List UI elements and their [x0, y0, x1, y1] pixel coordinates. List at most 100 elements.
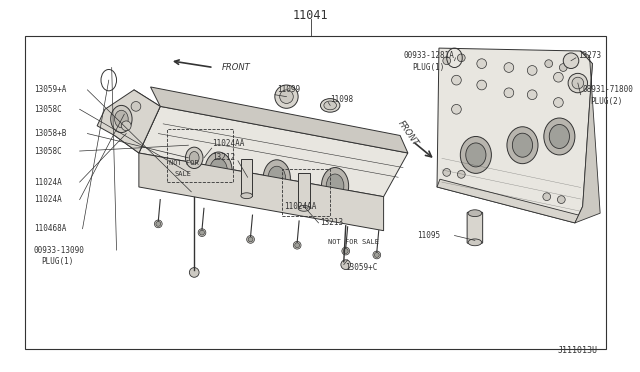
Circle shape: [156, 221, 161, 226]
Circle shape: [559, 64, 567, 71]
Ellipse shape: [111, 105, 132, 132]
Ellipse shape: [549, 125, 570, 148]
Ellipse shape: [326, 174, 344, 198]
Circle shape: [131, 102, 141, 111]
Text: 13058+B: 13058+B: [34, 129, 67, 138]
Ellipse shape: [468, 239, 482, 246]
Text: 11024AA: 11024AA: [285, 202, 317, 211]
Ellipse shape: [205, 152, 232, 189]
Circle shape: [200, 230, 204, 235]
Bar: [298, 173, 310, 208]
Ellipse shape: [263, 160, 291, 197]
Ellipse shape: [298, 205, 310, 211]
Ellipse shape: [321, 167, 349, 205]
Ellipse shape: [268, 166, 285, 190]
Text: 11099: 11099: [276, 85, 300, 94]
Circle shape: [527, 65, 537, 75]
Circle shape: [452, 75, 461, 85]
Ellipse shape: [210, 158, 227, 182]
Circle shape: [545, 60, 552, 68]
Ellipse shape: [507, 127, 538, 164]
Polygon shape: [437, 179, 579, 223]
Circle shape: [122, 121, 131, 131]
Text: 13273: 13273: [578, 51, 601, 60]
Text: 11024AA: 11024AA: [212, 139, 244, 148]
Ellipse shape: [189, 151, 199, 164]
Text: SALE: SALE: [175, 171, 192, 177]
Polygon shape: [150, 87, 408, 153]
Circle shape: [477, 80, 486, 90]
Bar: [282, 170, 330, 216]
Text: FRONT: FRONT: [396, 119, 420, 148]
Ellipse shape: [544, 118, 575, 155]
Text: J111013U: J111013U: [557, 346, 597, 355]
Text: NOT FOR: NOT FOR: [169, 160, 199, 166]
Circle shape: [280, 90, 293, 103]
Polygon shape: [139, 106, 408, 197]
Circle shape: [554, 97, 563, 108]
Polygon shape: [139, 153, 383, 231]
Circle shape: [443, 57, 451, 65]
Text: 00933-1281A: 00933-1281A: [403, 51, 454, 60]
Text: 11041: 11041: [293, 9, 328, 22]
Text: 13212: 13212: [212, 153, 235, 162]
Polygon shape: [115, 90, 160, 153]
Circle shape: [343, 248, 348, 253]
Text: PLUG(2): PLUG(2): [591, 97, 623, 106]
Text: FRONT: FRONT: [221, 63, 250, 72]
Circle shape: [458, 54, 465, 62]
Circle shape: [443, 169, 451, 176]
Polygon shape: [437, 48, 593, 223]
FancyBboxPatch shape: [467, 212, 483, 243]
Circle shape: [557, 196, 565, 203]
Ellipse shape: [324, 101, 337, 110]
Text: 13059+C: 13059+C: [345, 263, 377, 272]
Bar: [25, 36, 606, 349]
Text: 13213: 13213: [321, 218, 344, 227]
Ellipse shape: [115, 110, 128, 128]
Text: 08931-71800: 08931-71800: [582, 85, 634, 94]
Text: 00933-13090: 00933-13090: [34, 246, 85, 254]
Circle shape: [477, 59, 486, 68]
Circle shape: [246, 235, 255, 243]
Circle shape: [248, 237, 253, 242]
Text: 110468A: 110468A: [34, 224, 67, 233]
Circle shape: [373, 251, 381, 259]
Circle shape: [452, 105, 461, 114]
Circle shape: [275, 85, 298, 108]
Circle shape: [295, 243, 300, 248]
Ellipse shape: [513, 133, 532, 157]
Text: 13059+A: 13059+A: [34, 85, 67, 94]
Text: 13058C: 13058C: [34, 147, 61, 155]
Bar: [167, 129, 233, 182]
Polygon shape: [575, 51, 600, 223]
Circle shape: [154, 220, 162, 228]
Text: PLUG(1): PLUG(1): [413, 63, 445, 72]
Circle shape: [342, 247, 349, 255]
Polygon shape: [97, 90, 160, 153]
Text: NOT FOR SALE: NOT FOR SALE: [328, 239, 380, 245]
Circle shape: [543, 193, 550, 201]
Text: 11095: 11095: [417, 231, 441, 240]
Text: 11024A: 11024A: [34, 195, 61, 204]
Ellipse shape: [321, 99, 340, 112]
Ellipse shape: [468, 210, 482, 217]
Circle shape: [189, 267, 199, 277]
Ellipse shape: [186, 147, 203, 169]
Ellipse shape: [241, 193, 253, 199]
Circle shape: [563, 53, 579, 68]
Text: PLUG(1): PLUG(1): [41, 257, 73, 266]
Circle shape: [504, 62, 514, 73]
Ellipse shape: [460, 137, 492, 173]
Circle shape: [374, 253, 380, 257]
Bar: [241, 159, 253, 196]
Circle shape: [293, 241, 301, 249]
Circle shape: [554, 73, 563, 82]
Circle shape: [458, 170, 465, 178]
Text: 11098: 11098: [330, 95, 353, 104]
Text: 13058C: 13058C: [34, 105, 61, 114]
Circle shape: [568, 73, 588, 93]
Circle shape: [527, 90, 537, 100]
Text: 11024A: 11024A: [34, 177, 61, 187]
Circle shape: [198, 229, 206, 237]
